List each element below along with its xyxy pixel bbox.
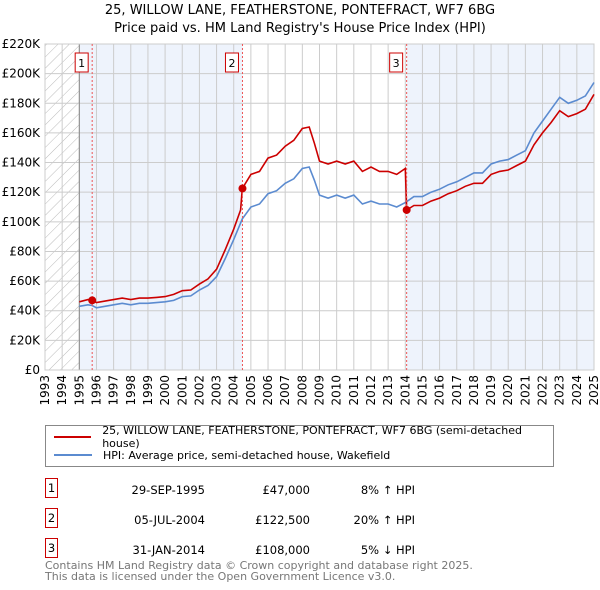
transaction-price: £122,500 xyxy=(255,513,310,527)
legend-swatch-hpi xyxy=(54,454,92,456)
y-tick-label: £40K xyxy=(9,304,41,318)
y-tick-label: £120K xyxy=(2,185,42,199)
title: 25, WILLOW LANE, FEATHERSTONE, PONTEFRAC… xyxy=(104,3,496,18)
x-tick-label: 2025 xyxy=(587,375,600,406)
transaction-hpi: 8% ↑ HPI xyxy=(360,483,415,497)
footer-copyright: Contains HM Land Registry data © Crown c… xyxy=(45,559,473,572)
x-tick-label: 2022 xyxy=(536,375,550,406)
x-tick-label: 2013 xyxy=(381,375,395,406)
transaction-date: 29-SEP-1995 xyxy=(131,483,205,497)
y-tick-label: £220K xyxy=(2,37,42,51)
sale-label: 1 xyxy=(78,57,85,70)
x-tick-label: 2010 xyxy=(330,375,344,406)
x-tick-label: 2001 xyxy=(175,375,189,406)
shaded-period-3 xyxy=(406,44,594,370)
x-tick-label: 2020 xyxy=(501,375,515,406)
x-tick-label: 2002 xyxy=(192,375,206,406)
x-tick-label: 2003 xyxy=(210,375,224,406)
y-tick-label: £0 xyxy=(25,363,40,377)
x-tick-label: 2000 xyxy=(158,375,172,406)
sale-label-box xyxy=(389,52,404,73)
legend-item-property: 25, WILLOW LANE, FEATHERSTONE, PONTEFRAC… xyxy=(54,424,553,450)
x-tick-label: 2018 xyxy=(467,375,481,406)
x-tick-label: 2011 xyxy=(347,375,361,406)
x-tick-label: 2004 xyxy=(227,375,241,406)
y-tick-label: £200K xyxy=(2,67,42,81)
x-tick-label: 2015 xyxy=(415,375,429,406)
y-tick-label: £140K xyxy=(2,156,42,170)
chart-title: 25, WILLOW LANE, FEATHERSTONE, PONTEFRAC… xyxy=(0,2,600,38)
transaction-row: 2 05-JUL-2004 £122,500 20% ↑ HPI xyxy=(45,508,545,531)
sale-label-box xyxy=(224,52,239,73)
legend-label-hpi: HPI: Average price, semi-detached house,… xyxy=(103,448,391,462)
transaction-price: £47,000 xyxy=(262,483,310,497)
sale-point xyxy=(402,205,411,214)
price-chart: 1993 1994 1995 1996 1997 1998 1999 2000 2001 2002… xyxy=(2,37,600,406)
sale-label-box xyxy=(74,52,89,73)
x-tick-label: 2023 xyxy=(553,375,567,406)
transaction-hpi: 20% ↑ HPI xyxy=(353,513,415,527)
x-tick-label: 1993 xyxy=(38,375,52,406)
x-tick-label: 2021 xyxy=(518,375,532,406)
transaction-row: 1 29-SEP-1995 £47,000 8% ↑ HPI xyxy=(45,478,545,501)
x-tick-label: 2014 xyxy=(398,375,412,406)
legend: 25, WILLOW LANE, FEATHERSTONE, PONTEFRAC… xyxy=(45,424,554,467)
legend-item-hpi: HPI: Average price, semi-detached house,… xyxy=(54,447,390,463)
transaction-row: 3 31-JAN-2014 £108,000 5% ↓ HPI xyxy=(45,538,545,561)
y-tick-label: £100K xyxy=(2,215,42,229)
sale-point xyxy=(238,184,247,193)
sale-point xyxy=(88,296,97,305)
subtitle: Price paid vs. HM Land Registry's House … xyxy=(114,21,486,36)
property-price-line xyxy=(79,93,595,304)
y-tick-label: £60K xyxy=(9,274,41,288)
transaction-hpi: 5% ↓ HPI xyxy=(360,543,415,557)
footer: Contains HM Land Registry data © Crown c… xyxy=(45,560,473,582)
x-tick-label: 2007 xyxy=(278,375,292,406)
legend-label-property: 25, WILLOW LANE, FEATHERSTONE, PONTEFRAC… xyxy=(102,424,522,450)
x-tick-label: 2016 xyxy=(433,375,447,406)
x-tick-label: 2019 xyxy=(484,375,498,406)
x-tick-label: 2012 xyxy=(364,375,378,406)
x-tick-label: 2005 xyxy=(244,375,258,406)
plot-border xyxy=(44,43,595,371)
x-tick-label: 2006 xyxy=(261,375,275,406)
sale-label: 2 xyxy=(228,57,235,70)
x-tick-label: 1998 xyxy=(124,375,138,406)
y-tick-label: £160K xyxy=(2,126,42,140)
y-tick-label: £80K xyxy=(9,244,41,258)
x-tick-label: 1995 xyxy=(72,375,86,406)
x-tick-label: 2009 xyxy=(313,375,327,406)
y-tick-label: £20K xyxy=(9,333,41,347)
transaction-number: 1 xyxy=(45,478,58,498)
shaded-period-1 xyxy=(79,44,243,370)
x-tick-label: 2024 xyxy=(570,375,584,406)
x-tick-label: 2008 xyxy=(295,375,309,406)
hpi-line xyxy=(79,82,595,309)
x-tick-label: 2017 xyxy=(450,375,464,406)
y-tick-label: £180K xyxy=(2,96,42,110)
x-tick-label: 1999 xyxy=(141,375,155,406)
transaction-number: 3 xyxy=(45,538,58,558)
x-tick-label: 1997 xyxy=(107,375,121,406)
footer-licence: This data is licensed under the Open Gov… xyxy=(45,570,396,583)
legend-swatch-property xyxy=(54,436,92,438)
x-tick-label: 1994 xyxy=(55,375,69,406)
transaction-number: 2 xyxy=(45,508,58,528)
x-tick-label: 1996 xyxy=(89,375,103,406)
transaction-price: £108,000 xyxy=(255,543,310,557)
sale-label: 3 xyxy=(393,57,400,70)
transaction-date: 31-JAN-2014 xyxy=(132,543,206,557)
transaction-date: 05-JUL-2004 xyxy=(134,513,205,527)
